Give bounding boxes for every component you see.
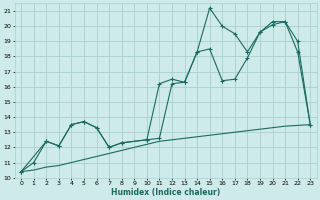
X-axis label: Humidex (Indice chaleur): Humidex (Indice chaleur) (111, 188, 220, 197)
